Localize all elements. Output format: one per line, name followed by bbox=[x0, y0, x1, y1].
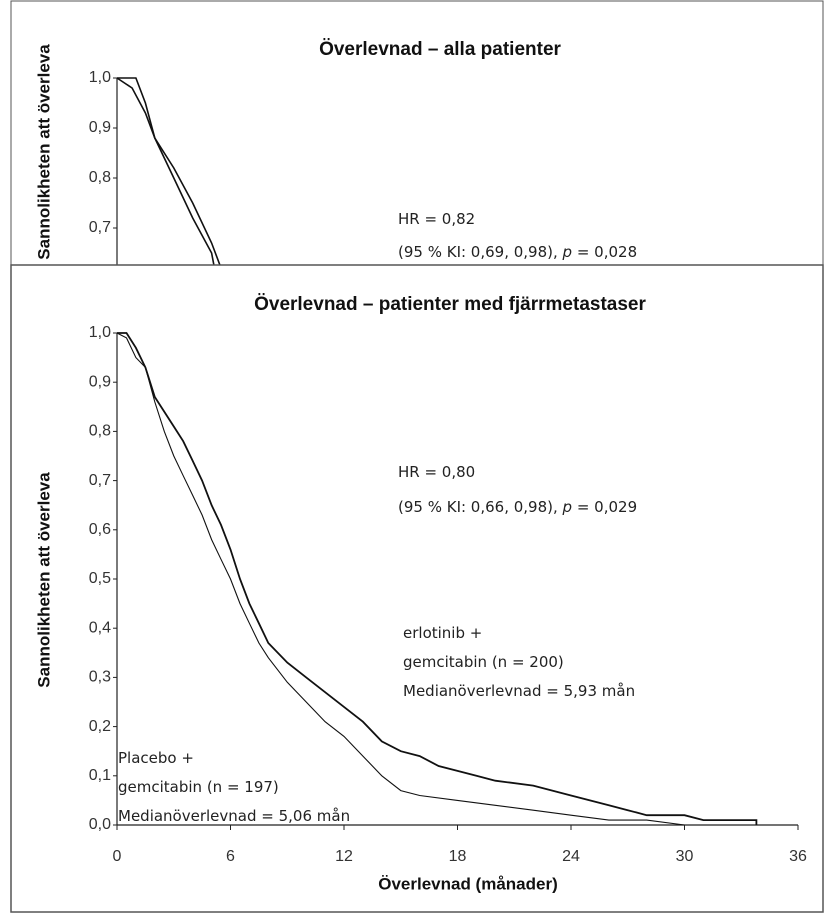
y-axis-label: Sannolikheten att överleva bbox=[34, 472, 53, 688]
annotation-part: = 0,029 bbox=[572, 498, 637, 516]
survival-curve bbox=[117, 77, 221, 265]
y-axis-label: Sannolikheten att överleva bbox=[34, 44, 53, 260]
y-tick-label: 0,0 bbox=[89, 816, 111, 833]
y-tick-label: 1,0 bbox=[89, 69, 111, 86]
y-tick-label: 0,3 bbox=[89, 669, 111, 686]
annotation-part: (95 % KI: 0,66, 0,98), bbox=[398, 498, 563, 516]
panel: Överlevnad – patienter med fjärrmetastas… bbox=[34, 294, 807, 893]
x-tick-label: 12 bbox=[335, 848, 353, 865]
annotation-part: gemcitabin (n = 197) bbox=[118, 778, 279, 796]
panel: Överlevnad – alla patienter Sannolikheten… bbox=[34, 39, 637, 265]
x-tick-label: 0 bbox=[113, 848, 122, 865]
y-tick-label: 0,9 bbox=[89, 119, 111, 136]
annotation-part: = 0,028 bbox=[572, 243, 637, 261]
y-tick-label: 0,5 bbox=[89, 570, 111, 587]
annotation-part: Medianöverlevnad = 5,06 mån bbox=[118, 807, 350, 825]
y-tick-label: 0,8 bbox=[89, 169, 111, 186]
y-tick-label: 0,7 bbox=[89, 219, 111, 236]
annotation-part: p bbox=[562, 243, 573, 261]
annotation: HR = 0,80 bbox=[398, 463, 475, 481]
x-axis-label: Överlevnad (månader) bbox=[378, 874, 558, 893]
annotation-part: p bbox=[562, 498, 573, 516]
y-tick-label: 0,7 bbox=[89, 472, 111, 489]
annotation-part: Placebo + bbox=[118, 749, 194, 767]
y-tick-label: 0,6 bbox=[89, 521, 111, 538]
survival-curve bbox=[117, 332, 758, 825]
x-tick-label: 30 bbox=[676, 848, 694, 865]
x-tick-label: 6 bbox=[226, 848, 235, 865]
x-tick-label: 24 bbox=[562, 848, 580, 865]
y-tick-label: 0,8 bbox=[89, 423, 111, 440]
annotation: (95 % KI: 0,66, 0,98), p = 0,029 bbox=[398, 498, 637, 516]
annotation-part: Medianöverlevnad = 5,93 mån bbox=[403, 682, 635, 700]
annotation: Placebo + bbox=[118, 749, 194, 767]
annotation-part: HR = 0,80 bbox=[398, 463, 475, 481]
chart-title: Överlevnad – alla patienter bbox=[319, 39, 561, 60]
y-tick-label: 0,1 bbox=[89, 767, 111, 784]
annotation: HR = 0,82 bbox=[398, 210, 475, 228]
annotation-part: gemcitabin (n = 200) bbox=[403, 653, 564, 671]
annotation: Medianöverlevnad = 5,93 mån bbox=[403, 682, 635, 700]
annotation-part: (95 % KI: 0,69, 0,98), bbox=[398, 243, 563, 261]
survival-curve bbox=[116, 77, 215, 265]
panel-frame bbox=[10, 264, 824, 913]
annotation: erlotinib + bbox=[403, 624, 482, 642]
annotation: Medianöverlevnad = 5,06 mån bbox=[118, 807, 350, 825]
annotation: gemcitabin (n = 197) bbox=[118, 778, 279, 796]
annotation: (95 % KI: 0,69, 0,98), p = 0,028 bbox=[398, 243, 637, 261]
y-tick-label: 0,9 bbox=[89, 373, 111, 390]
y-tick-label: 1,0 bbox=[89, 324, 111, 341]
x-tick-label: 18 bbox=[449, 848, 467, 865]
x-tick-label: 36 bbox=[789, 848, 807, 865]
chart-title: Överlevnad – patienter med fjärrmetastas… bbox=[254, 294, 646, 315]
annotation-part: erlotinib + bbox=[403, 624, 482, 642]
y-tick-label: 0,4 bbox=[89, 619, 111, 636]
annotation-part: HR = 0,82 bbox=[398, 210, 475, 228]
y-tick-label: 0,2 bbox=[89, 718, 111, 735]
annotation: gemcitabin (n = 200) bbox=[403, 653, 564, 671]
survival-curve bbox=[116, 332, 685, 826]
